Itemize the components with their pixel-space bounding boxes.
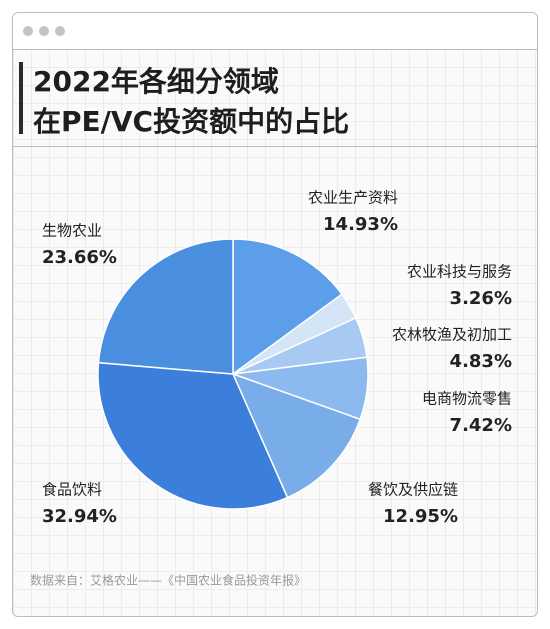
window-bar — [13, 13, 537, 50]
value-label: 14.93% — [323, 214, 398, 235]
value-label: 32.94% — [42, 506, 117, 527]
source-note: 数据来自：艾格农业——《中国农业食品投资年报》 — [30, 573, 306, 588]
pie-slice — [231, 372, 362, 499]
value-label: 23.66% — [42, 247, 117, 268]
value-label: 7.42% — [450, 415, 512, 436]
title-accent — [19, 62, 23, 134]
chart-title: 2022年各细分领域 — [33, 65, 279, 98]
value-label: 12.95% — [383, 506, 458, 527]
value-label: 3.26% — [450, 288, 512, 309]
slice-label: 农业生产资料 — [308, 189, 398, 207]
window-dot — [39, 26, 49, 36]
pie-slice — [232, 238, 343, 376]
slice-label: 农林牧渔及初加工 — [392, 326, 512, 344]
pie-slice — [97, 361, 289, 510]
slice-label: 电商物流零售 — [422, 390, 512, 408]
chart-title: 在PE/VC投资额中的占比 — [33, 105, 350, 138]
slice-label: 餐饮及供应链 — [368, 481, 458, 499]
slice-label: 食品饮料 — [42, 481, 102, 499]
title-box: 2022年各细分领域 在PE/VC投资额中的占比 — [13, 50, 537, 147]
value-label: 4.83% — [450, 351, 512, 372]
slice-label: 农业科技与服务 — [407, 263, 512, 281]
slice-label: 生物农业 — [42, 222, 102, 240]
window-dot — [55, 26, 65, 36]
window-dot — [23, 26, 33, 36]
pie-slice — [97, 238, 234, 375]
